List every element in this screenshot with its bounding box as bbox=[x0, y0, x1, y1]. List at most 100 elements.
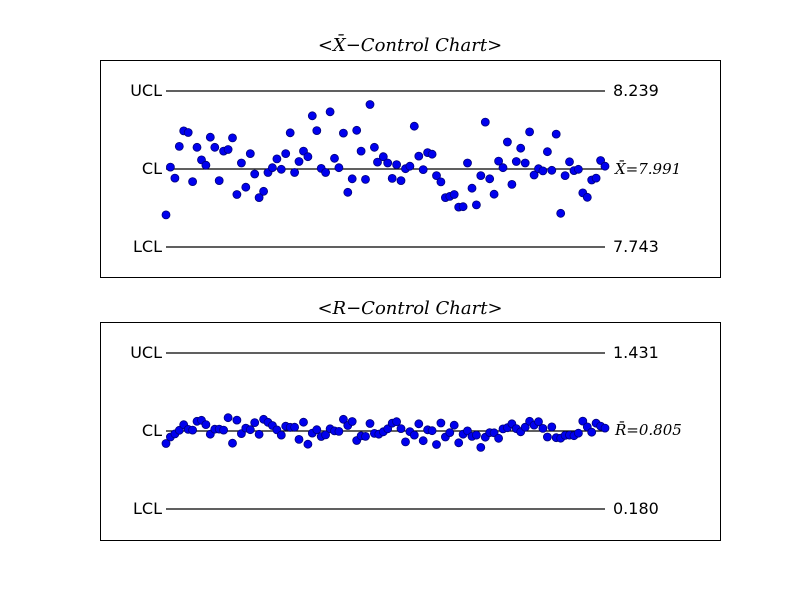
xbar-point bbox=[560, 171, 570, 181]
xbar-cl-value: X̄=7.991 bbox=[614, 160, 681, 178]
xbar-point bbox=[272, 154, 282, 164]
xbar-points bbox=[161, 100, 610, 220]
xbar-point bbox=[188, 177, 198, 187]
xbar-point bbox=[205, 132, 215, 142]
xbar-point bbox=[347, 174, 357, 184]
xbar-point bbox=[250, 169, 260, 179]
xbar-point bbox=[414, 151, 424, 161]
xbar-point bbox=[232, 190, 242, 199]
xbar-point bbox=[432, 171, 441, 181]
xbar-point bbox=[294, 157, 304, 166]
r-point bbox=[254, 429, 264, 439]
xbar-point bbox=[312, 126, 322, 136]
r-point bbox=[600, 423, 610, 433]
xbar-point bbox=[334, 163, 344, 173]
xbar-point bbox=[436, 177, 446, 187]
xbar-point bbox=[476, 171, 486, 181]
r-point bbox=[201, 420, 211, 430]
r-lcl-value: 0.180 bbox=[613, 499, 659, 518]
r-point bbox=[587, 427, 597, 437]
r-point bbox=[250, 418, 260, 428]
r-point bbox=[414, 419, 424, 429]
xbar-point bbox=[223, 145, 233, 154]
r-point bbox=[578, 416, 588, 426]
r-point bbox=[409, 430, 419, 440]
r-point bbox=[334, 426, 344, 436]
r-point bbox=[396, 424, 406, 434]
xbar-point bbox=[520, 158, 530, 168]
xbar-point bbox=[267, 163, 277, 173]
xbar-point bbox=[485, 174, 495, 184]
r-point bbox=[312, 425, 322, 435]
xbar-point bbox=[396, 176, 406, 186]
r-point bbox=[188, 425, 198, 435]
xbar-point bbox=[321, 168, 331, 177]
r-point bbox=[476, 442, 486, 452]
xbar-point bbox=[210, 142, 220, 152]
r-point bbox=[392, 417, 402, 427]
r-point bbox=[445, 428, 455, 438]
r-point bbox=[361, 431, 370, 441]
xbar-point bbox=[378, 152, 388, 162]
xbar-point bbox=[418, 165, 428, 175]
r-point bbox=[219, 425, 229, 435]
r-point bbox=[432, 440, 441, 449]
r-point bbox=[347, 417, 357, 426]
xbar-ucl-value: 8.239 bbox=[613, 81, 659, 100]
r-point bbox=[321, 430, 331, 440]
xbar-chart-title: <X̄−Control Chart> bbox=[318, 33, 502, 56]
r-lcl-label: LCL bbox=[133, 499, 162, 518]
r-point bbox=[161, 439, 171, 448]
xbar-point bbox=[494, 156, 504, 166]
xbar-point bbox=[236, 158, 246, 168]
xbar-point bbox=[165, 162, 175, 172]
xbar-point bbox=[511, 157, 521, 166]
xbar-cl-label: CL bbox=[142, 159, 162, 178]
xbar-point bbox=[338, 128, 348, 138]
r-point bbox=[418, 436, 428, 446]
r-point bbox=[338, 414, 348, 424]
r-point bbox=[228, 438, 237, 448]
xbar-point bbox=[276, 164, 286, 174]
r-ucl-value: 1.431 bbox=[613, 343, 659, 362]
r-point bbox=[538, 423, 548, 433]
xbar-point bbox=[369, 142, 379, 152]
xbar-lcl-value: 7.743 bbox=[613, 237, 659, 256]
xbar-point bbox=[214, 176, 224, 186]
r-point bbox=[232, 415, 242, 425]
xbar-point bbox=[582, 192, 592, 202]
r-point bbox=[454, 438, 464, 448]
r-cl-label: CL bbox=[142, 421, 162, 440]
xbar-point bbox=[507, 179, 517, 189]
xbar-point bbox=[480, 117, 490, 127]
r-point bbox=[290, 422, 300, 432]
xbar-point bbox=[600, 161, 610, 171]
r-point bbox=[471, 430, 481, 440]
xbar-point bbox=[392, 160, 402, 170]
r-point bbox=[303, 439, 313, 449]
r-point bbox=[543, 432, 552, 442]
xbar-point bbox=[161, 210, 171, 220]
xbar-point bbox=[467, 183, 477, 193]
xbar-point bbox=[241, 182, 251, 192]
xbar-point bbox=[170, 173, 180, 183]
xbar-point bbox=[387, 173, 397, 183]
xbar-point bbox=[325, 107, 335, 117]
xbar-point bbox=[254, 193, 264, 203]
r-point bbox=[494, 433, 504, 443]
r-point bbox=[427, 426, 437, 436]
r-point bbox=[276, 430, 286, 440]
xbar-point bbox=[463, 158, 472, 168]
r-point bbox=[299, 417, 308, 427]
r-point bbox=[223, 413, 233, 423]
xbar-point bbox=[471, 200, 481, 210]
xbar-point bbox=[556, 208, 566, 218]
r-chart-frame bbox=[100, 322, 721, 541]
xbar-point bbox=[516, 143, 526, 153]
xbar-point bbox=[409, 121, 419, 131]
xbar-point bbox=[525, 127, 534, 137]
r-point bbox=[547, 422, 557, 432]
xbar-point bbox=[245, 149, 255, 159]
xbar-point bbox=[502, 137, 512, 147]
